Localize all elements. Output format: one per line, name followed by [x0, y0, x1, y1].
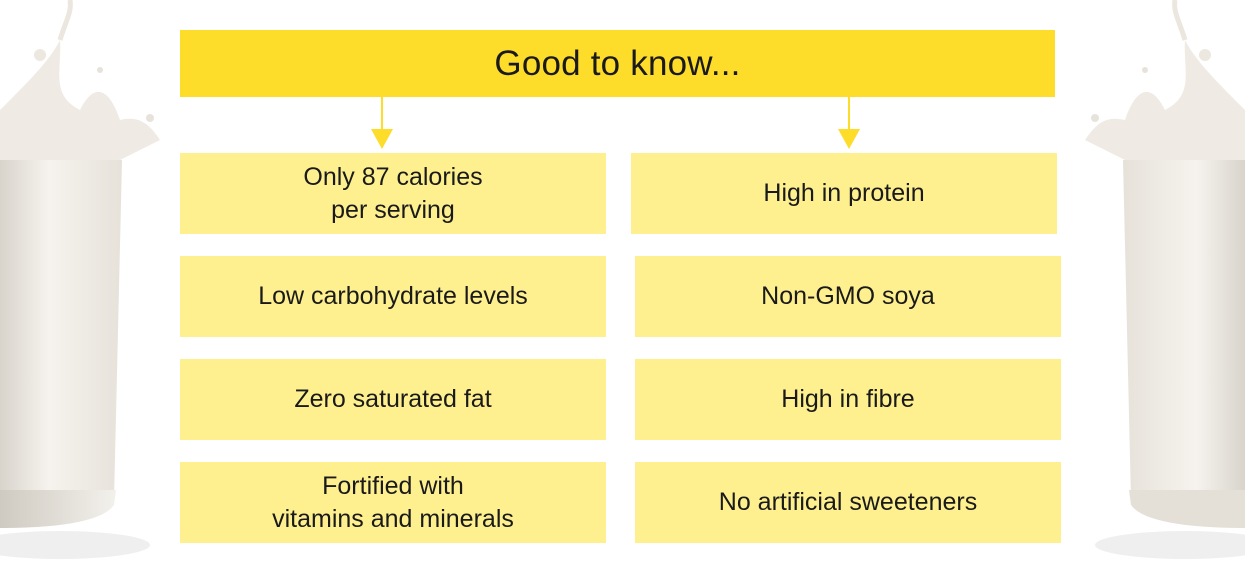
fact-text: Zero saturated fat	[294, 385, 492, 413]
arrow-down-icon	[838, 97, 860, 153]
fact-text: Non-GMO soya	[761, 282, 935, 310]
fact-text: No artificial sweeteners	[718, 488, 978, 516]
fact-text: Only 87 calories	[303, 162, 483, 191]
fact-text: High in fibre	[781, 385, 915, 413]
fact-text: Low carbohydrate levels	[258, 282, 528, 310]
fact-box-non-gmo: Non-GMO soya	[635, 256, 1061, 337]
fact-text: per serving	[331, 195, 455, 224]
header-title: Good to know...	[494, 43, 741, 83]
header-banner: Good to know...	[180, 30, 1055, 97]
fact-text: Fortified with	[322, 471, 464, 500]
fact-box-calories: Only 87 calories per serving	[180, 153, 606, 234]
fact-box-fibre: High in fibre	[635, 359, 1061, 440]
fact-text: High in protein	[763, 179, 925, 207]
arrow-down-icon	[371, 97, 393, 153]
fact-text: vitamins and minerals	[272, 504, 514, 533]
milk-glass-left-image	[0, 0, 180, 582]
fact-box-fortified: Fortified with vitamins and minerals	[180, 462, 606, 543]
fact-box-carbohydrate: Low carbohydrate levels	[180, 256, 606, 337]
fact-box-saturated-fat: Zero saturated fat	[180, 359, 606, 440]
fact-box-sweeteners: No artificial sweeteners	[635, 462, 1061, 543]
fact-box-protein: High in protein	[631, 153, 1057, 234]
milk-glass-right-image	[1065, 0, 1245, 582]
